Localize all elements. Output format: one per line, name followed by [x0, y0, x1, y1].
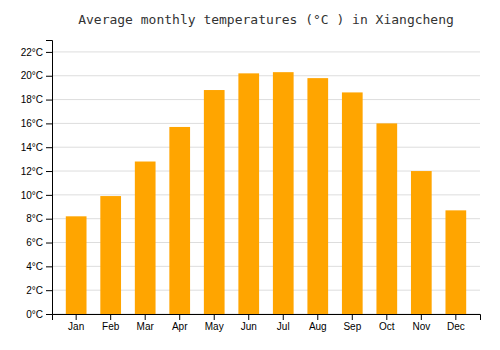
x-tick: Oct: [379, 314, 395, 332]
chart: 0°C 2°C 4°C 6°C 8°C 10°C 12°C 14°C 16°C 18°C 20°C 2…: [0, 0, 500, 350]
bar: [135, 162, 156, 314]
y-tick: 16°C: [21, 118, 52, 129]
x-tick: Nov: [412, 314, 430, 332]
y-tick-mark: [46, 243, 52, 244]
y-tick-mark: [46, 100, 52, 101]
y-tick: 20°C: [21, 70, 52, 81]
bar: [376, 123, 397, 314]
x-tick-mark: [145, 314, 146, 320]
y-tick-mark: [46, 195, 52, 196]
bar: [66, 216, 87, 314]
y-tick-label: 16°C: [21, 118, 43, 129]
x-tick-mark: [455, 314, 456, 320]
y-tick: 6°C: [26, 237, 52, 248]
y-tick: 12°C: [21, 166, 52, 177]
y-tick: 8°C: [26, 213, 52, 224]
y-tick-mark: [46, 314, 52, 315]
y-tick-label: 14°C: [21, 142, 43, 153]
grid-line: [52, 75, 480, 76]
x-tick-label: Feb: [102, 321, 120, 332]
bar: [204, 90, 225, 314]
bar: [169, 127, 190, 314]
y-tick-mark: [46, 171, 52, 172]
x-tick-mark: [248, 314, 249, 320]
x-tick-label: Jun: [241, 321, 257, 332]
x-tick-label: Aug: [309, 321, 327, 332]
x-tick-mark: [283, 314, 284, 320]
y-tick-label: 18°C: [21, 94, 43, 105]
y-axis-line: [46, 41, 53, 315]
x-tick-label: Sep: [343, 321, 361, 332]
x-tick-mark: [317, 314, 318, 320]
y-tick-mark: [46, 290, 52, 291]
bar: [342, 92, 363, 314]
y-tick-label: 0°C: [26, 309, 43, 320]
y-tick-mark: [46, 76, 52, 77]
y-tick-label: 6°C: [26, 237, 43, 248]
grid: [52, 52, 480, 314]
y-tick-label: 10°C: [21, 190, 43, 201]
x-tick-label: Jan: [68, 321, 84, 332]
x-tick: Jun: [241, 314, 257, 332]
y-tick: 10°C: [21, 190, 52, 201]
grid-line: [52, 99, 480, 100]
y-tick: 4°C: [26, 261, 52, 272]
y-tick-label: 8°C: [26, 213, 43, 224]
y-tick: 2°C: [26, 285, 52, 296]
y-tick-label: 4°C: [26, 261, 43, 272]
x-tick-label: Oct: [379, 321, 395, 332]
grid-line: [52, 147, 480, 148]
y-tick: 14°C: [21, 142, 52, 153]
y-axis: 0°C 2°C 4°C 6°C 8°C 10°C 12°C 14°C 16°C 18°C 20°C 2…: [21, 41, 53, 320]
bar: [273, 72, 294, 314]
x-tick: Feb: [102, 314, 120, 332]
x-tick-label: Dec: [447, 321, 465, 332]
x-tick-mark: [110, 314, 111, 320]
y-tick-label: 20°C: [21, 70, 43, 81]
grid-line: [52, 51, 480, 52]
x-tick: Aug: [309, 314, 327, 332]
y-tick-mark: [46, 147, 52, 148]
x-tick-label: Mar: [137, 321, 155, 332]
x-tick: Jul: [277, 314, 290, 332]
plot-area: [66, 72, 466, 314]
x-tick-label: Apr: [172, 321, 188, 332]
x-axis: Jan Feb Mar Apr May Jun Jul Aug Sep Oct Nov Dec: [53, 314, 481, 332]
y-tick-mark: [46, 52, 52, 53]
y-tick: 22°C: [21, 47, 52, 58]
x-tick-mark: [421, 314, 422, 320]
x-tick-mark: [352, 314, 353, 320]
bar: [411, 171, 432, 314]
bar: [238, 73, 259, 314]
x-tick-label: May: [205, 321, 224, 332]
x-tick-mark: [76, 314, 77, 320]
bar: [307, 78, 328, 314]
grid-line: [52, 123, 480, 124]
x-tick-mark: [214, 314, 215, 320]
y-tick-label: 2°C: [26, 285, 43, 296]
x-tick-mark: [179, 314, 180, 320]
x-axis-line: [53, 315, 481, 321]
bar: [445, 210, 466, 314]
y-tick-label: 22°C: [21, 47, 43, 58]
x-tick: Sep: [343, 314, 361, 332]
x-tick: Jan: [68, 314, 84, 332]
y-tick: 0°C: [26, 309, 52, 320]
y-tick-mark: [46, 123, 52, 124]
x-tick: Dec: [447, 314, 465, 332]
y-tick-mark: [46, 266, 52, 267]
title: Average monthly temperatures (°C ) in Xi…: [78, 12, 454, 27]
x-tick-label: Nov: [412, 321, 430, 332]
x-tick: Mar: [137, 314, 155, 332]
y-tick-mark: [46, 219, 52, 220]
x-tick-mark: [386, 314, 387, 320]
x-tick: May: [205, 314, 224, 332]
x-tick-label: Jul: [277, 321, 290, 332]
y-tick: 18°C: [21, 94, 52, 105]
bar: [100, 196, 121, 314]
x-tick: Apr: [172, 314, 188, 332]
y-tick-label: 12°C: [21, 166, 43, 177]
